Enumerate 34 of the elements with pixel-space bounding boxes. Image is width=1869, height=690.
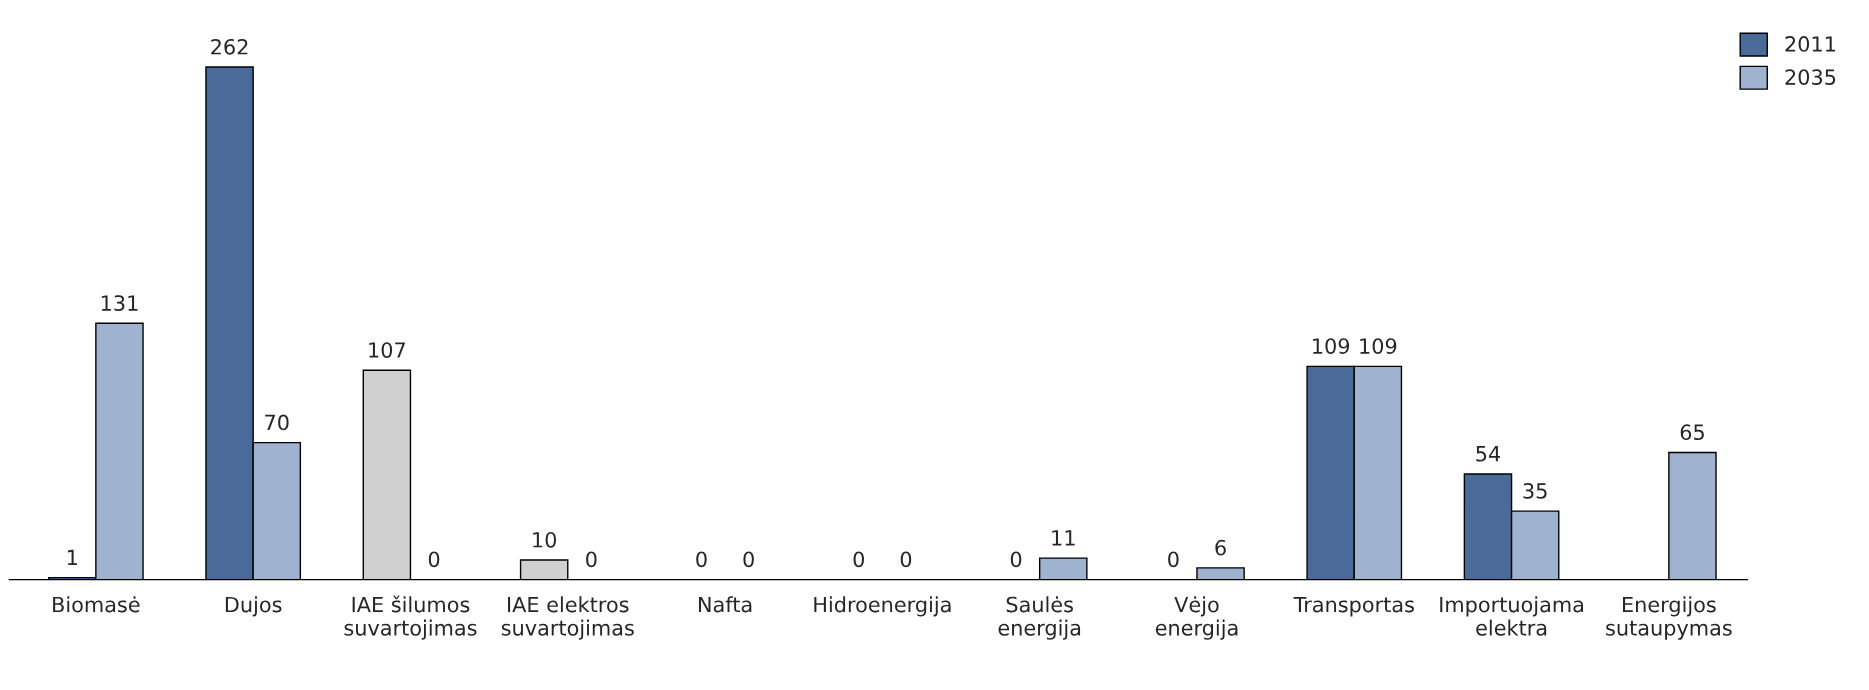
data-label: 54 xyxy=(1476,446,1501,462)
x-tick-label: Biomasė xyxy=(53,596,140,613)
data-label: 6 xyxy=(1215,539,1226,556)
data-label: 109 xyxy=(1313,338,1350,354)
data-label: 0 xyxy=(428,551,440,568)
data-label: 70 xyxy=(265,414,289,431)
x-tick-label: Dujos xyxy=(225,596,282,617)
data-label: 0 xyxy=(743,551,754,568)
x-tick-label: Importuojama elektra xyxy=(1440,596,1584,636)
x-tick-label: Energijos sutaupymas xyxy=(1606,596,1732,640)
data-label: 0 xyxy=(853,551,865,568)
data-label: 35 xyxy=(1523,483,1547,499)
data-label: 0 xyxy=(1010,551,1022,568)
data-label: 11 xyxy=(1052,530,1075,546)
data-label: 10 xyxy=(533,531,557,548)
x-tick-label: Hidroenergija xyxy=(814,596,951,617)
data-label: 131 xyxy=(101,295,138,311)
x-tick-label: Transportas xyxy=(1293,596,1414,617)
x-tick-label: Nafta xyxy=(698,596,752,613)
data-label: 0 xyxy=(586,551,597,568)
data-label: 107 xyxy=(369,342,405,358)
data-label: 0 xyxy=(900,551,912,568)
legend-label: 2011 xyxy=(1785,36,1836,52)
x-tick-label: Saulės energija xyxy=(998,596,1081,640)
legend-label: 2035 xyxy=(1785,69,1836,85)
data-label: 1 xyxy=(67,549,77,565)
x-tick-label: Vėjo energija xyxy=(1155,596,1238,640)
data-label: 65 xyxy=(1680,424,1704,441)
data-label: 109 xyxy=(1360,338,1397,354)
data-label: 262 xyxy=(211,38,248,55)
data-label: 0 xyxy=(696,551,707,568)
data-label: 0 xyxy=(1168,551,1179,568)
x-tick-label: IAE elektros suvartojimas xyxy=(501,596,634,640)
x-tick-label: IAE šilumos suvartojimas xyxy=(344,595,477,640)
